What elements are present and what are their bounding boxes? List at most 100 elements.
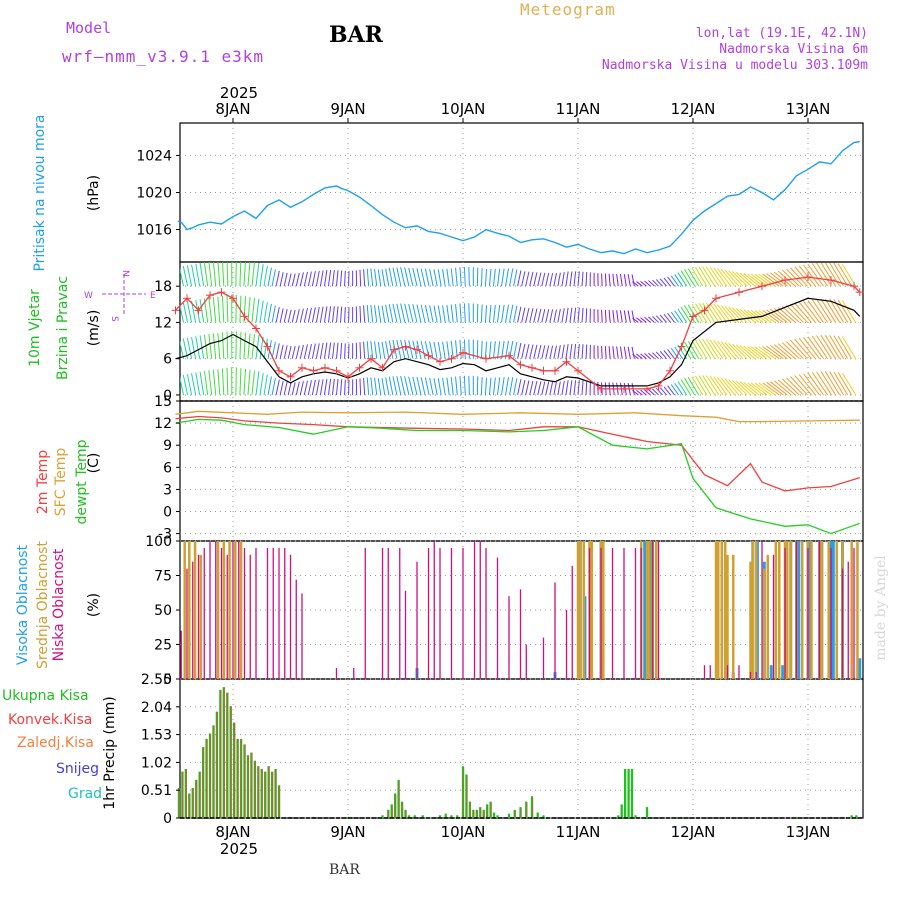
cloud-bar bbox=[720, 541, 723, 679]
cloud-bar bbox=[232, 541, 234, 679]
precip-bar-total bbox=[645, 807, 649, 818]
y-tick-label: 12 bbox=[154, 416, 172, 432]
cloud-bar bbox=[193, 541, 197, 679]
precip-bar-conv bbox=[209, 733, 212, 818]
cloud-bar bbox=[266, 547, 269, 679]
cloud-bar bbox=[399, 547, 401, 679]
wind-gust-line bbox=[175, 276, 861, 390]
precip-bar-total bbox=[795, 816, 798, 818]
dewpt-line bbox=[175, 418, 861, 535]
model-name: wrf—nmm_v3.9.1 e3km bbox=[62, 47, 265, 66]
cloud-bar bbox=[387, 547, 389, 679]
model-elevation: Nadmorska Visina u modelu 303.109m bbox=[601, 58, 868, 73]
y-tick-label: 0 bbox=[163, 672, 172, 688]
day-label-bottom: 10JAN bbox=[441, 823, 486, 841]
cloud-bar bbox=[623, 547, 625, 679]
cloud-bar bbox=[226, 554, 228, 679]
temp2m-line bbox=[175, 415, 860, 492]
cloud-bar bbox=[657, 541, 660, 679]
cloud-bar bbox=[284, 547, 286, 679]
precip-bar-conv bbox=[257, 766, 260, 818]
cloud-bar bbox=[335, 667, 338, 679]
cloud-bar bbox=[183, 541, 186, 679]
cloud-bar bbox=[709, 665, 711, 679]
precip-bar-total bbox=[630, 768, 634, 818]
precip-bar-conv bbox=[395, 794, 397, 818]
cloud-bar bbox=[640, 547, 642, 679]
cloud-bar bbox=[485, 547, 487, 679]
cloud-bar bbox=[571, 565, 573, 679]
cloud-bar bbox=[856, 541, 859, 679]
precip-bar-conv bbox=[230, 706, 232, 818]
cloud-bar bbox=[364, 547, 366, 679]
cloud-bar bbox=[272, 547, 274, 679]
cloud-bar bbox=[784, 547, 786, 679]
precip-bar-conv bbox=[254, 760, 256, 818]
cloud-bar bbox=[835, 541, 838, 679]
cloud-bar bbox=[427, 547, 430, 679]
precip-bar-conv bbox=[469, 802, 472, 818]
cloud-bar bbox=[830, 547, 832, 679]
day-label-bottom: 9JAN bbox=[330, 823, 365, 841]
cloud-bar bbox=[462, 547, 464, 679]
cloud-bar bbox=[508, 596, 510, 679]
precip-bar-conv bbox=[188, 793, 191, 818]
cloud-bar bbox=[774, 541, 778, 679]
cloud-bar bbox=[249, 554, 251, 679]
y-tick-label: 18 bbox=[154, 279, 172, 295]
precip-bar-total bbox=[496, 815, 499, 818]
precip-bar-conv bbox=[480, 807, 482, 818]
cloud-bar bbox=[197, 554, 200, 679]
cloud-bar bbox=[353, 667, 355, 679]
cloud-bar bbox=[228, 541, 231, 679]
precip-bar-conv bbox=[405, 810, 407, 818]
cloud-bar bbox=[818, 541, 821, 679]
cloud-bar bbox=[188, 541, 191, 679]
precip-bar-conv bbox=[391, 805, 393, 818]
cloud-bar bbox=[841, 568, 844, 679]
cloud-bar bbox=[827, 541, 830, 679]
cloud-bar bbox=[738, 665, 740, 679]
compass-w: W bbox=[84, 291, 93, 301]
precip-bar-conv bbox=[240, 738, 243, 818]
y-tick-label: 75 bbox=[154, 569, 172, 585]
y-tick-label: 50 bbox=[154, 603, 172, 619]
cloud-bar bbox=[634, 547, 637, 679]
cloud-bar bbox=[850, 541, 853, 679]
sfc-temp-line bbox=[175, 410, 860, 423]
cloud-bar bbox=[239, 541, 243, 679]
cloud-bar bbox=[820, 541, 824, 679]
cloud-bar bbox=[301, 593, 303, 679]
cloud-bar bbox=[404, 590, 407, 679]
precip-bar-conv bbox=[531, 797, 534, 818]
y-tick-label: 1.53 bbox=[141, 728, 172, 744]
wind-barbs bbox=[180, 262, 857, 396]
cloud-bar bbox=[772, 554, 775, 679]
precip-bar-total bbox=[617, 815, 620, 818]
day-label-top: 10JAN bbox=[441, 100, 486, 118]
precip-bar-conv bbox=[526, 802, 528, 818]
cloud-bar bbox=[795, 541, 798, 679]
cloud-bar bbox=[761, 541, 763, 679]
cloud-bar bbox=[723, 541, 727, 679]
cloud-bar bbox=[220, 547, 223, 679]
precip-bar-conv bbox=[199, 771, 201, 818]
footer-station: BAR bbox=[329, 862, 360, 878]
precip-bar-conv bbox=[264, 771, 267, 818]
y-tick-label: 25 bbox=[154, 638, 172, 654]
precip-bar-total bbox=[627, 768, 630, 818]
precip-bar-conv bbox=[401, 802, 404, 818]
y-tick-label: 6 bbox=[163, 460, 172, 476]
precip-bar-conv bbox=[466, 776, 468, 818]
precip-bar-total bbox=[444, 813, 447, 818]
cloud-bar bbox=[831, 541, 835, 679]
y-tick-label: 1016 bbox=[136, 223, 172, 239]
cloud-bar bbox=[473, 541, 476, 679]
day-label-bottom: 12JAN bbox=[671, 823, 716, 841]
y-tick-label: 0 bbox=[163, 388, 172, 404]
precip-bar-conv bbox=[388, 810, 390, 818]
y-tick-label: 1.02 bbox=[141, 755, 172, 771]
compass-e: E bbox=[150, 291, 156, 301]
elevation: Nadmorska Visina 6m bbox=[719, 42, 868, 57]
